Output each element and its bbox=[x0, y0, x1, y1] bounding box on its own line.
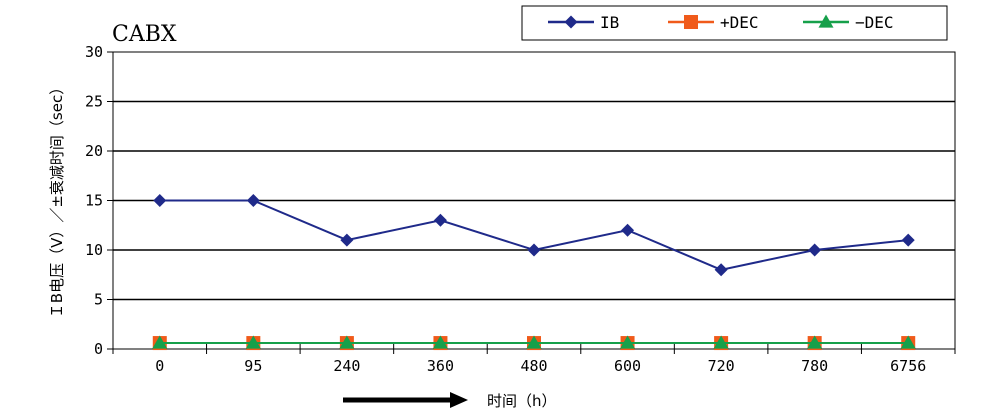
series-2-point-4 bbox=[526, 335, 542, 349]
axes: 0 5 10 15 20 25 30 0 95 240 360 480 600 720 780 6756 bbox=[85, 43, 956, 375]
series-0-point-8 bbox=[901, 233, 915, 247]
x-axis-label: 时间（h） bbox=[487, 392, 557, 410]
series-0 bbox=[153, 194, 915, 277]
legend-label-2: −DEC bbox=[855, 13, 894, 32]
series-2-point-3 bbox=[432, 335, 448, 349]
series-0-point-3 bbox=[433, 213, 447, 227]
x-tick-label-360: 360 bbox=[427, 357, 454, 375]
x-tick-label-6756: 6756 bbox=[890, 357, 926, 375]
legend-marker-0 bbox=[564, 15, 578, 29]
series-2-point-6 bbox=[713, 335, 729, 349]
y-tick-label-5: 5 bbox=[94, 291, 103, 309]
series-0-point-6 bbox=[714, 263, 728, 277]
chart-title: CABX bbox=[112, 22, 177, 47]
x-tick-label-240: 240 bbox=[333, 357, 360, 375]
series bbox=[152, 194, 916, 351]
y-axis-label: ＩB电压（V）／±衰减时间（sec） bbox=[48, 80, 66, 318]
legend: IB +DEC −DEC bbox=[521, 5, 948, 41]
y-tick-label-15: 15 bbox=[85, 192, 103, 210]
x-axis-arrowhead bbox=[450, 392, 468, 408]
y-tick-label-10: 10 bbox=[85, 241, 103, 259]
x-tick-label-95: 95 bbox=[244, 357, 262, 375]
series-0-point-5 bbox=[621, 223, 635, 237]
x-tick-label-720: 720 bbox=[708, 357, 735, 375]
x-tick-label-780: 780 bbox=[801, 357, 828, 375]
y-tick-label-20: 20 bbox=[85, 142, 103, 160]
series-2-point-7 bbox=[807, 335, 823, 349]
legend-label-1: +DEC bbox=[720, 13, 759, 32]
series-0-point-4 bbox=[527, 243, 541, 257]
series-2-point-5 bbox=[620, 335, 636, 349]
series-2-point-0 bbox=[152, 335, 168, 349]
series-0-point-2 bbox=[340, 233, 354, 247]
y-tick-label-0: 0 bbox=[94, 340, 103, 358]
y-tick-label-25: 25 bbox=[85, 93, 103, 111]
legend-marker-2 bbox=[818, 14, 834, 28]
series-0-point-0 bbox=[153, 194, 167, 207]
series-2-point-1 bbox=[245, 335, 261, 349]
x-tick-label-0: 0 bbox=[155, 357, 164, 375]
y-tick-label-30: 30 bbox=[85, 43, 103, 61]
series-0-point-1 bbox=[246, 194, 260, 207]
series-line-0 bbox=[159, 199, 909, 271]
x-axis-title-group: 时间（h） bbox=[343, 392, 557, 410]
legend-label-0: IB bbox=[600, 13, 619, 32]
series-0-point-7 bbox=[808, 243, 822, 257]
legend-marker-1 bbox=[684, 15, 698, 29]
series-2-point-8 bbox=[900, 335, 916, 349]
x-tick-label-480: 480 bbox=[520, 357, 547, 375]
series-2 bbox=[152, 335, 916, 349]
series-2-point-2 bbox=[339, 335, 355, 349]
x-tick-label-600: 600 bbox=[614, 357, 641, 375]
